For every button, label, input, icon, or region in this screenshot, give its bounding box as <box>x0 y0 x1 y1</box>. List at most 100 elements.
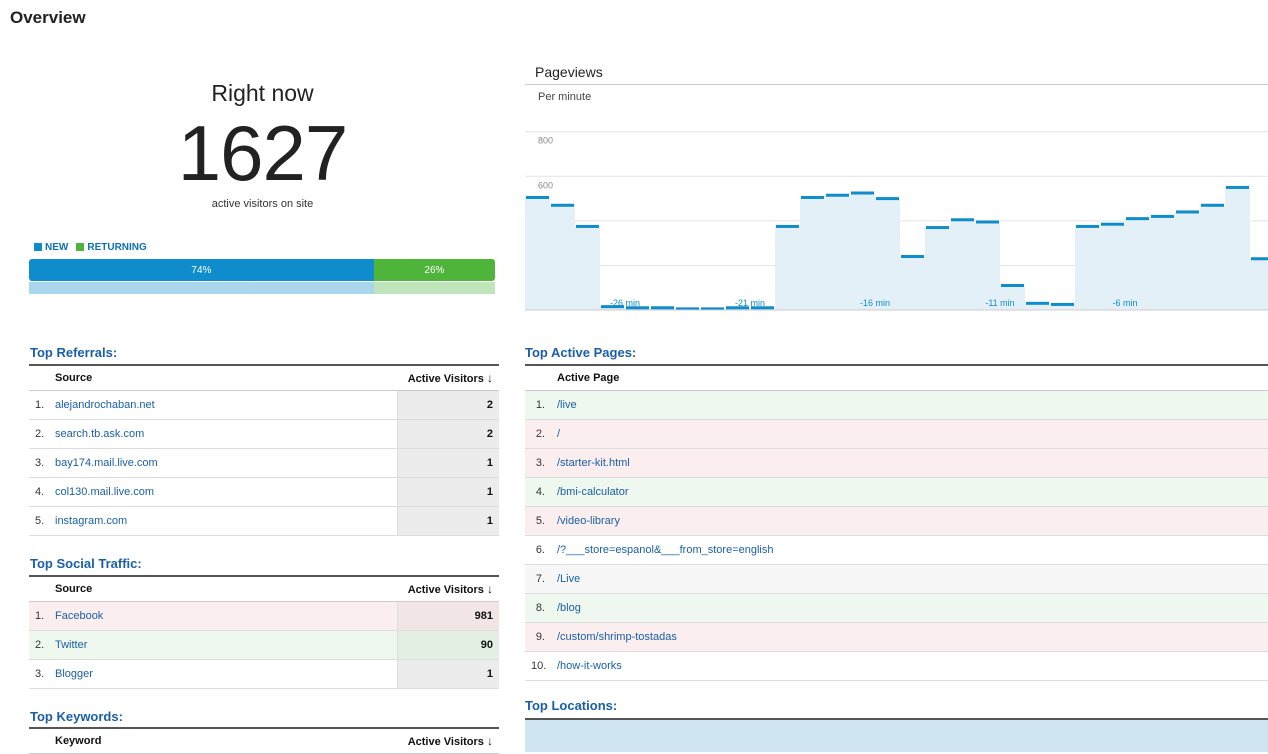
bar[interactable] <box>876 197 899 201</box>
table-row[interactable]: 4. col130.mail.live.com 1 <box>29 477 499 507</box>
row-rank: 2. <box>29 419 49 449</box>
bar-fill <box>1075 226 1100 310</box>
table-header-row: Keyword Active Visitors ↓ <box>29 727 499 754</box>
bar[interactable] <box>676 307 699 311</box>
pageviews-subtitle: Per minute <box>538 91 592 103</box>
table-row[interactable]: 10./how-it-works <box>525 651 1268 681</box>
row-link[interactable]: /live <box>551 390 1268 420</box>
row-link[interactable]: /video-library <box>551 506 1268 536</box>
bar[interactable] <box>901 255 924 259</box>
row-link[interactable]: /bmi-calculator <box>551 477 1268 507</box>
bar[interactable] <box>1176 210 1199 214</box>
row-link[interactable]: / <box>551 419 1268 449</box>
bar[interactable] <box>576 224 599 228</box>
bar[interactable] <box>976 220 999 224</box>
row-link[interactable]: col130.mail.live.com <box>49 477 397 507</box>
bar[interactable] <box>1126 217 1149 221</box>
table-row[interactable]: 5./video-library <box>525 506 1268 536</box>
table-row[interactable]: 1./live <box>525 390 1268 420</box>
bar[interactable] <box>776 224 799 228</box>
row-active-visitors: 981 <box>396 601 499 631</box>
bar[interactable] <box>701 307 724 311</box>
row-rank: 6. <box>525 535 551 565</box>
bar-fill <box>600 306 625 310</box>
bar[interactable] <box>751 306 774 310</box>
column-source-header[interactable]: Source <box>49 364 397 391</box>
bar[interactable] <box>651 306 674 310</box>
sort-down-icon[interactable]: ↓ <box>487 734 493 748</box>
bar[interactable] <box>551 203 574 207</box>
bar[interactable] <box>1001 283 1024 287</box>
active-visitor-count: 1627 <box>177 109 349 197</box>
row-link[interactable]: /blog <box>551 593 1268 623</box>
row-link[interactable]: Facebook <box>49 601 397 631</box>
table-row[interactable]: 3. Blogger 1 <box>29 659 499 689</box>
bar[interactable] <box>601 305 624 309</box>
table-row[interactable]: 2. Twitter 90 <box>29 630 499 660</box>
row-link[interactable]: /?___store=espanol&___from_store=english <box>551 535 1268 565</box>
row-link[interactable]: Twitter <box>49 630 397 660</box>
row-rank: 5. <box>525 506 551 536</box>
sort-down-icon[interactable]: ↓ <box>487 582 493 596</box>
table-row[interactable]: 7./Live <box>525 564 1268 594</box>
bar[interactable] <box>1051 302 1074 306</box>
table-row[interactable]: 2. search.tb.ask.com 2 <box>29 419 499 449</box>
row-link[interactable]: /starter-kit.html <box>551 448 1268 478</box>
top-social-traffic-title: Top Social Traffic: <box>30 556 142 571</box>
bar[interactable] <box>1251 257 1268 261</box>
row-link[interactable]: /custom/shrimp-tostadas <box>551 622 1268 652</box>
column-active-page-header[interactable]: Active Page <box>551 364 1268 391</box>
table-row[interactable]: 1. Facebook 981 <box>29 601 499 631</box>
bar[interactable] <box>1026 301 1049 305</box>
row-rank: 8. <box>525 593 551 623</box>
bar[interactable] <box>526 195 549 199</box>
bar[interactable] <box>1226 185 1249 189</box>
table-row[interactable]: 3./starter-kit.html <box>525 448 1268 478</box>
bar-fill <box>800 197 825 310</box>
bar-fill <box>900 256 925 310</box>
row-link[interactable]: instagram.com <box>49 506 397 536</box>
table-row[interactable]: 1. alejandrochaban.net 2 <box>29 390 499 420</box>
column-source-header[interactable]: Source <box>49 575 397 602</box>
row-link[interactable]: search.tb.ask.com <box>49 419 397 449</box>
table-row[interactable]: 8./blog <box>525 593 1268 623</box>
table-header-row: Source Active Visitors ↓ <box>29 364 499 391</box>
row-rank: 2. <box>29 630 49 660</box>
bar[interactable] <box>726 306 749 310</box>
bar[interactable] <box>826 193 849 197</box>
table-row[interactable]: 4./bmi-calculator <box>525 477 1268 507</box>
returning-swatch-icon <box>76 243 85 251</box>
bar[interactable] <box>626 306 649 310</box>
table-row[interactable]: 2. / <box>525 419 1268 449</box>
bar[interactable] <box>1076 224 1099 228</box>
pageviews-title: Pageviews <box>535 64 603 80</box>
row-link[interactable]: Blogger <box>49 659 397 689</box>
bar[interactable] <box>1101 222 1124 226</box>
column-active-visitors-header[interactable]: Active Visitors ↓ <box>397 575 499 602</box>
top-active-pages-table: Active Page 1./live 2./3./starter-kit.htm… <box>525 364 1268 681</box>
top-keywords-title: Top Keywords: <box>30 709 123 724</box>
table-row[interactable]: 3. bay174.mail.live.com 1 <box>29 448 499 478</box>
column-active-visitors-header[interactable]: Active Visitors ↓ <box>397 727 499 754</box>
bar[interactable] <box>801 195 824 199</box>
table-row[interactable]: 5. instagram.com 1 <box>29 506 499 536</box>
locations-map[interactable] <box>525 718 1268 752</box>
table-row[interactable]: 6./?___store=espanol&___from_store=engli… <box>525 535 1268 565</box>
bar-fill <box>925 227 950 310</box>
row-link[interactable]: /how-it-works <box>551 651 1268 681</box>
bar-fill <box>1000 285 1025 310</box>
y-tick-label: 600 <box>538 180 553 190</box>
bar[interactable] <box>1201 203 1224 207</box>
bar[interactable] <box>1151 214 1174 218</box>
bar-fill <box>550 205 575 310</box>
bar[interactable] <box>926 226 949 230</box>
sort-down-icon[interactable]: ↓ <box>487 371 493 385</box>
bar[interactable] <box>851 191 874 195</box>
table-row[interactable]: 9./custom/shrimp-tostadas <box>525 622 1268 652</box>
bar[interactable] <box>951 218 974 222</box>
row-link[interactable]: bay174.mail.live.com <box>49 448 397 478</box>
row-link[interactable]: /Live <box>551 564 1268 594</box>
row-link[interactable]: alejandrochaban.net <box>49 390 397 420</box>
column-keyword-header[interactable]: Keyword <box>49 727 397 754</box>
column-active-visitors-header[interactable]: Active Visitors ↓ <box>397 364 499 391</box>
